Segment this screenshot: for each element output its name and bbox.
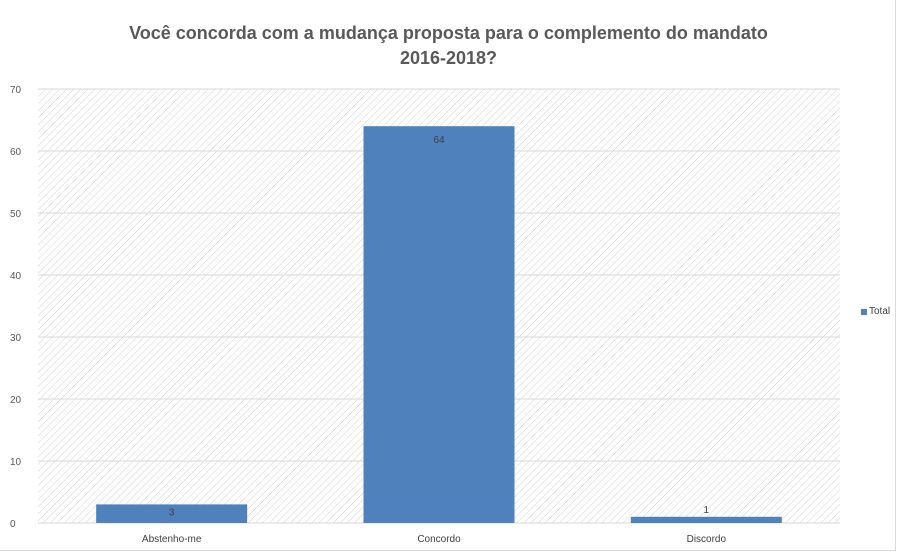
y-tick-label: 50 <box>10 209 22 220</box>
bar-discordo <box>631 517 782 523</box>
y-tick-label: 40 <box>10 271 22 282</box>
data-label: 1 <box>704 505 710 516</box>
data-label: 3 <box>169 507 175 518</box>
y-tick-label: 0 <box>10 519 16 530</box>
bar-concordo <box>364 126 515 523</box>
data-label: 64 <box>433 135 445 146</box>
x-tick-label: Discordo <box>687 534 727 545</box>
legend: Total <box>861 306 890 317</box>
legend-label-total: Total <box>869 306 890 317</box>
legend-swatch-total <box>861 309 867 315</box>
x-tick-label: Abstenho-me <box>142 534 202 545</box>
y-tick-label: 70 <box>10 85 22 96</box>
y-tick-label: 10 <box>10 457 22 468</box>
y-tick-label: 20 <box>10 395 22 406</box>
y-tick-label: 30 <box>10 333 22 344</box>
y-tick-label: 60 <box>10 147 22 158</box>
x-tick-label: Concordo <box>417 534 461 545</box>
